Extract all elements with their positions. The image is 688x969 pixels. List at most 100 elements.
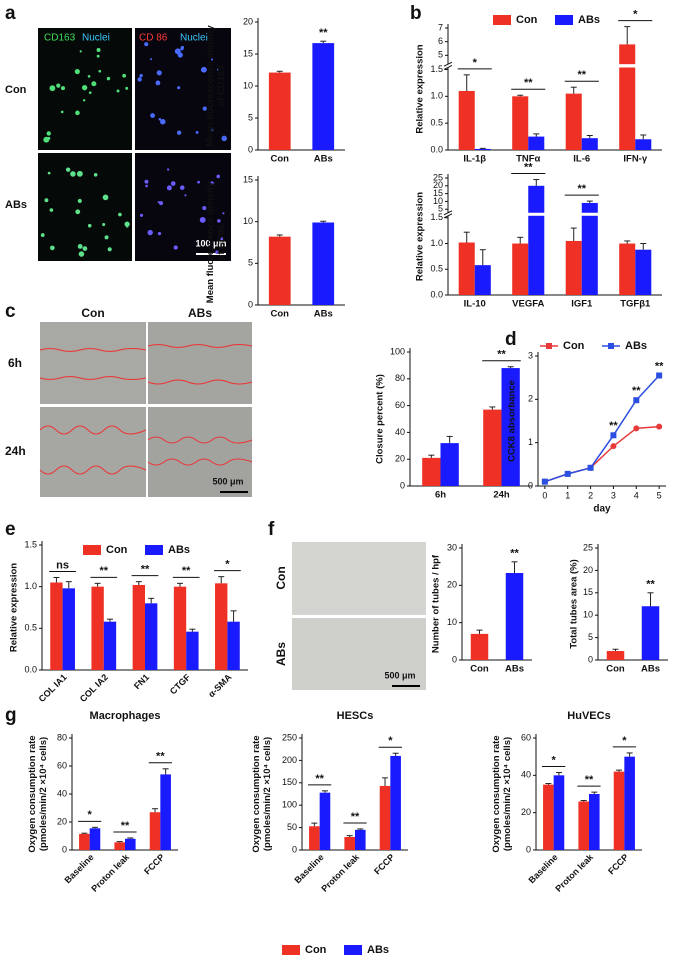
x-tick-label: IL-10 (464, 299, 486, 310)
y-tick-label: 250 (282, 732, 297, 742)
cell (40, 233, 45, 237)
x-tick-label: TNFα (516, 154, 540, 165)
cell (118, 212, 122, 217)
bar (483, 409, 502, 486)
y-axis-label: Oxygen consumption rate (251, 735, 262, 852)
y-axis-label: Relative expression (415, 44, 426, 133)
legend-swatch (344, 945, 362, 955)
legend-swatch (282, 945, 300, 955)
x-tick-label: Baseline (293, 852, 326, 885)
x-tick-label: α-SMA (206, 672, 234, 700)
cell (176, 130, 182, 135)
significance-label: ** (156, 751, 165, 763)
bar (173, 586, 187, 670)
bar (501, 368, 520, 486)
y-tick-label: 10 (243, 80, 253, 90)
bar (319, 792, 331, 850)
bar (635, 139, 652, 150)
y-tick-label: 6 (438, 36, 443, 46)
x-tick-label: 2 (588, 490, 593, 500)
y-tick-label: 1 (528, 437, 533, 447)
bar (422, 457, 441, 486)
cell (215, 250, 219, 255)
bar (149, 812, 161, 850)
cell (216, 174, 221, 179)
significance-label: * (622, 735, 627, 747)
cell (81, 84, 88, 91)
y-tick-label: 0 (588, 654, 593, 664)
cell (195, 130, 199, 134)
y-tick-label: 200 (282, 755, 297, 765)
cell (184, 194, 187, 197)
cell (160, 119, 166, 125)
x-tick-label: CTGF (168, 672, 193, 697)
y-tick-label: 20 (583, 565, 593, 575)
cell (137, 77, 142, 82)
cell (210, 181, 214, 185)
y-tick-label: 25 (583, 542, 593, 552)
cell (49, 85, 56, 92)
cell (87, 75, 91, 78)
significance-label: ** (577, 69, 586, 81)
cell (70, 171, 76, 177)
y-tick-label: 20 (433, 180, 443, 190)
y-axis-label: Number of tubes / hpf (431, 554, 442, 653)
significance-label: ** (524, 77, 533, 89)
y-axis-label: Oxygen consumption rate (491, 735, 502, 852)
y-tick-label: 50 (287, 822, 297, 832)
micrograph (292, 618, 426, 690)
micrograph (292, 542, 426, 615)
y-tick-label: 25 (433, 172, 443, 182)
y-tick-label: 60 (395, 400, 405, 410)
y-axis-label: of CD163 (216, 65, 227, 106)
y-tick-label: 60 (57, 760, 67, 770)
cell (139, 213, 144, 217)
cell (107, 247, 112, 252)
bar (215, 583, 228, 670)
y-tick-label: 0 (248, 299, 253, 309)
bar (91, 586, 104, 670)
bar (512, 243, 529, 295)
marker (541, 478, 548, 485)
break-mark (443, 65, 453, 70)
cell (82, 99, 86, 102)
cell (82, 246, 88, 251)
marker (610, 432, 617, 439)
cell (166, 185, 172, 191)
y-tick-label: 40 (395, 427, 405, 437)
y-tick-label: 80 (395, 373, 405, 383)
legend-label: Con (563, 340, 585, 352)
cell (47, 136, 51, 140)
cell (144, 42, 149, 47)
y-tick-label: 0 (248, 144, 253, 154)
y-tick-label: 10 (243, 216, 253, 226)
legend-swatch (608, 343, 614, 349)
cell (49, 208, 54, 212)
axis-break (442, 212, 664, 216)
y-tick-label: 20 (243, 16, 253, 26)
significance-label: * (225, 559, 230, 571)
y-axis-label: CCK8 absorbance (507, 380, 518, 462)
cell (77, 198, 82, 204)
cell (150, 58, 153, 61)
significance-label: ** (585, 774, 594, 786)
micrograph (148, 322, 252, 404)
x-tick-label: 5 (657, 490, 662, 500)
cell (65, 167, 71, 172)
micrograph (135, 153, 231, 261)
significance-label: ** (510, 548, 519, 560)
stain-label: Nuclei (180, 33, 208, 44)
break-mark (443, 210, 453, 216)
cell (75, 110, 80, 116)
y-tick-label: 0.5 (24, 623, 37, 633)
significance-label: ** (524, 161, 533, 173)
significance-label: ** (319, 27, 328, 39)
cell (78, 251, 85, 257)
bar (390, 755, 401, 850)
cell (158, 118, 162, 121)
cell (155, 80, 161, 86)
x-tick-label: FCCP (372, 852, 396, 876)
cell (116, 89, 120, 93)
cell (210, 128, 214, 131)
significance-label: ** (609, 420, 618, 432)
